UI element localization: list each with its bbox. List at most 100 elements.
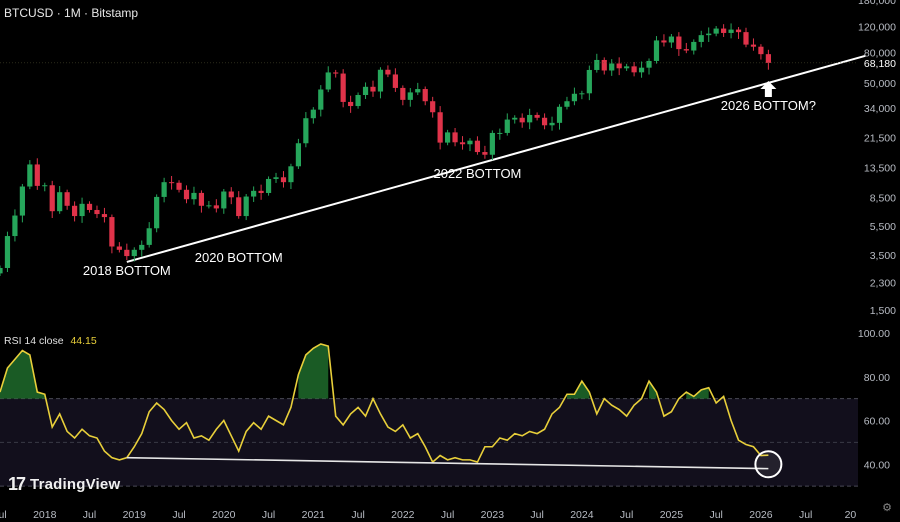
candle-body	[527, 114, 533, 123]
candle-body	[512, 117, 518, 120]
candle-body	[407, 92, 413, 100]
candle-body	[609, 63, 615, 71]
price-trendline	[126, 54, 866, 263]
price-axis-label: 21,500	[864, 133, 896, 145]
candle-body	[86, 203, 93, 210]
candle-body	[459, 142, 466, 145]
candle-body	[765, 54, 771, 63]
annotation-2020-bottom: 2020 BOTTOM	[195, 250, 283, 265]
candle-body	[437, 112, 443, 143]
price-axis-label: 2,300	[870, 277, 896, 289]
candle-body	[288, 166, 294, 183]
interval-label: 1M	[64, 6, 81, 20]
time-axis-label: 2024	[570, 509, 594, 521]
candle-body	[721, 28, 727, 33]
time-axis-label: 2021	[302, 509, 326, 521]
time-axis-label: Jul	[0, 509, 7, 521]
rsi-axis-label: 80.00	[864, 372, 890, 384]
price-axis-label: 13,500	[864, 163, 896, 175]
candle-body	[586, 69, 592, 94]
candle-body	[176, 182, 182, 190]
candle-body	[221, 191, 227, 209]
price-axis-label: 1,500	[870, 305, 896, 317]
time-axis-label: Jul	[172, 509, 185, 521]
candle-body	[541, 117, 548, 126]
candle-body	[161, 182, 167, 197]
candle-body	[109, 217, 115, 247]
candle-body	[42, 185, 48, 187]
candle-body	[579, 93, 585, 95]
time-axis-label: 2026	[749, 509, 773, 521]
candle-body	[706, 33, 712, 36]
rsi-overbought-fill	[298, 343, 329, 399]
candle-body	[191, 192, 197, 200]
time-axis-label: Jul	[799, 509, 812, 521]
candle-body	[758, 46, 764, 55]
candle-body	[489, 132, 495, 155]
price-axis-label: 34,000	[864, 103, 896, 115]
annotation-2026-bottom-: 2026 BOTTOM?	[721, 98, 816, 113]
price-axis-label: 180,000	[858, 0, 896, 7]
candle-body	[445, 132, 451, 143]
time-axis-label: 20	[845, 509, 857, 521]
candle-body	[303, 118, 309, 144]
candle-body	[251, 190, 257, 197]
candle-body	[616, 63, 622, 69]
candle-body	[198, 192, 205, 206]
gear-icon[interactable]: ⚙	[882, 502, 892, 514]
time-axis-label: 2018	[33, 509, 57, 521]
price-axis-label: 120,000	[858, 21, 896, 33]
candle-body	[750, 44, 757, 47]
candle-body	[571, 93, 578, 102]
candle-body	[504, 119, 510, 133]
rsi-overbought-fill	[649, 381, 657, 399]
candle-body	[146, 228, 152, 245]
candle-body	[79, 203, 85, 217]
time-axis-label: 2020	[212, 509, 236, 521]
candle-body	[683, 49, 689, 51]
candle-body	[34, 164, 40, 186]
candle-body	[392, 74, 398, 88]
candle-body	[661, 40, 667, 43]
rsi-title: RSI 14 close	[4, 335, 64, 347]
chart-title: BTCUSD · 1M · Bitstamp	[4, 6, 139, 20]
price-axis-label: 8,500	[870, 193, 896, 205]
time-axis-label: Jul	[83, 509, 96, 521]
candle-body	[638, 67, 645, 73]
candle-body	[318, 89, 324, 110]
candle-body	[154, 196, 160, 229]
candle-body	[624, 66, 630, 69]
candle-body	[415, 89, 421, 93]
exchange-label: Bitstamp	[91, 6, 139, 20]
candle-body	[116, 246, 122, 250]
candle-body	[295, 143, 301, 167]
candle-body	[213, 205, 219, 209]
candle-body	[348, 101, 354, 107]
candle-body	[19, 186, 25, 216]
time-axis-label: 2022	[391, 509, 415, 521]
candle-body	[64, 192, 70, 206]
candle-body	[72, 205, 78, 217]
candle-body	[243, 196, 249, 217]
time-axis-label: Jul	[441, 509, 454, 521]
logo-mark: 17	[8, 474, 26, 494]
candle-body	[549, 122, 555, 126]
rsi-trendline	[126, 456, 769, 470]
candle-body	[519, 117, 525, 123]
candle-body	[467, 140, 473, 145]
candle-body	[728, 29, 734, 33]
tradingview-logo[interactable]: 17 TradingView	[8, 474, 120, 495]
rsi-axis-label: 40.00	[864, 459, 890, 471]
candle-body	[601, 59, 607, 71]
candle-body	[474, 140, 481, 153]
time-axis-label: Jul	[262, 509, 275, 521]
candle-body	[355, 95, 361, 107]
candle-body	[534, 114, 540, 118]
candle-body	[101, 214, 108, 218]
candle-body	[735, 29, 742, 33]
candle-body	[258, 190, 264, 193]
candle-body	[94, 209, 100, 215]
candle-body	[377, 69, 384, 92]
annotation-2018-bottom: 2018 BOTTOM	[83, 263, 171, 278]
